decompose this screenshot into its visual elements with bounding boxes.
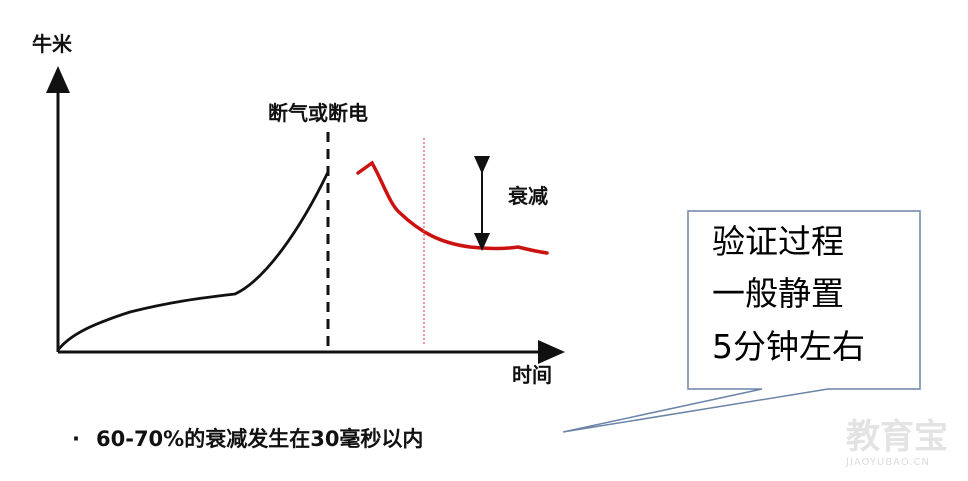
watermark-url: JIAOYUBAO.CN xyxy=(845,457,930,468)
x-axis-label: 时间 xyxy=(512,363,552,387)
decay-label: 衰减 xyxy=(507,184,548,208)
callout-bubble xyxy=(562,210,921,433)
decay-torque-curve xyxy=(356,160,549,255)
callout-line-2: 一般静置 xyxy=(712,274,844,313)
bullet-marker: · xyxy=(72,427,80,451)
callout-line-3: 5分钟左右 xyxy=(712,327,865,366)
y-axis-label: 牛米 xyxy=(32,32,73,56)
callout-line-1: 验证过程 xyxy=(712,222,844,261)
tightening-torque-curve xyxy=(56,171,330,351)
cutoff-label: 断气或断电 xyxy=(268,101,368,125)
bullet-text: 60-70%的衰减发生在30毫秒以内 xyxy=(96,427,423,451)
watermark-logo: 教育宝 xyxy=(846,417,948,457)
